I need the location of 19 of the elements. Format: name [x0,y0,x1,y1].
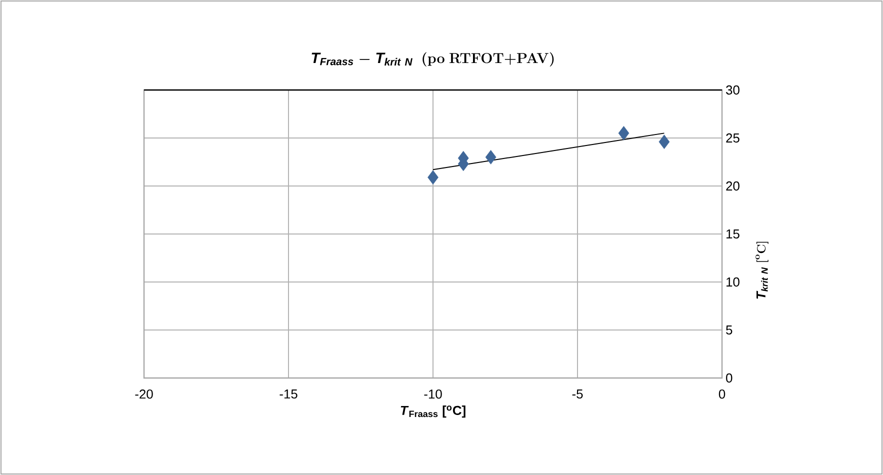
y-tick-label: 30 [726,85,740,95]
y-tick-label: 25 [726,133,740,143]
y-tick-label: 10 [726,277,740,287]
y-tick-label: 5 [726,325,732,334]
x-tick-label: -15 [280,390,298,399]
x-tick-label: -20 [135,390,153,399]
x-axis-title: T$_{Fraass}$ [$^{o}$C] [400,406,466,418]
y-tick-label: 20 [726,181,740,191]
y-axis-title: $\mathit{T}_{\mathit{krit\ N}}\ \mathbf{[}^{\mathbf{o}}\mathbf{C]}$ [756,242,768,299]
x-tick-label: -5 [572,390,583,399]
x-tick-label: 0 [718,390,726,399]
x-tick-label: -10 [424,390,442,399]
y-tick-label: 15 [726,229,740,238]
point [485,150,496,164]
chart-title: $\mathit{T}_{\mathit{Fraass}}\mathbf{\ -\ }\mathit{T}_{\mathit{krit\ N}}\ \ \mathbf{(po\ RTFOT{+}PAV)}$ [312,52,554,67]
point [428,170,438,185]
y-tick-label: 0 [726,373,732,383]
point [618,126,630,140]
point [658,134,670,149]
